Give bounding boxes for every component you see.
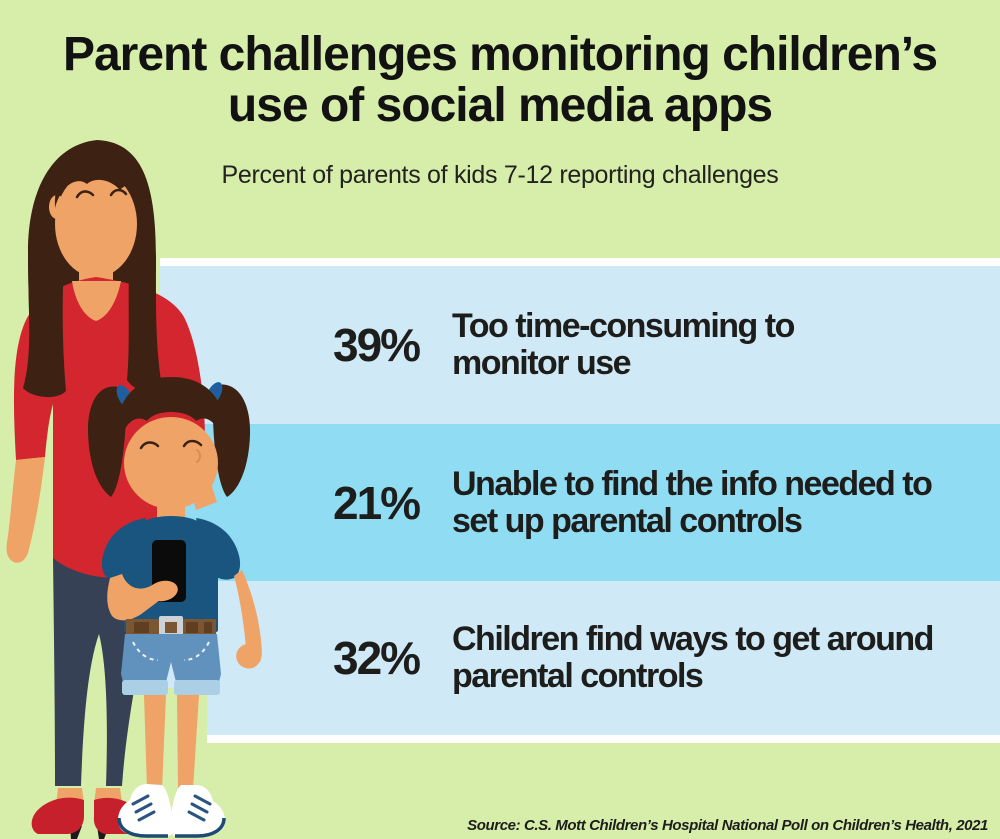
stat-row-unable-to-find-info: 21% Unable to find the info needed to se… — [160, 424, 1000, 581]
separator-bottom — [160, 735, 1000, 743]
stat-label-line2: parental controls — [452, 657, 704, 695]
stat-percent: 32% — [333, 632, 421, 684]
stat-label-line1: Unable to find the info needed to — [452, 464, 933, 503]
page-title-line1: Parent challenges monitoring children’s — [62, 28, 938, 81]
page-title: Parent challenges monitoring children’s … — [0, 29, 1000, 131]
mother-and-daughter-illustration — [0, 140, 262, 839]
girl-arm — [234, 570, 262, 666]
girl-leg — [144, 695, 166, 790]
stat-label-line2: set up parental controls — [452, 501, 803, 540]
girl-leg — [177, 695, 199, 790]
girl-nose — [196, 449, 201, 463]
mother-hair-fringe — [54, 149, 151, 210]
stat-label: Unable to find the info needed to set up… — [452, 464, 933, 540]
girl-hair-fringe — [114, 377, 228, 452]
source-attribution: Source: C.S. Mott Children’s Hospital Na… — [467, 817, 988, 834]
sneaker — [169, 785, 225, 836]
mother-closed-eye — [75, 190, 95, 199]
stat-row-time-consuming: 39% Too time-consuming to monitor use — [160, 266, 1000, 424]
stat-label: Children find ways to get around parenta… — [452, 620, 934, 695]
page-subtitle: Percent of parents of kids 7-12 reportin… — [221, 161, 779, 189]
girl-pigtail — [87, 386, 126, 497]
denim-shorts — [121, 634, 221, 686]
girl-closed-eye — [139, 441, 160, 450]
girl-closed-eye — [182, 439, 203, 448]
mother-heel-shoe — [31, 797, 84, 834]
separator-top — [160, 258, 1000, 266]
stat-label-line1: Too time-consuming to — [452, 307, 795, 345]
stat-percent: 21% — [333, 476, 421, 529]
stat-percent: 39% — [333, 319, 421, 371]
mother-closed-eye — [109, 188, 128, 197]
stat-label-line2: monitor use — [452, 344, 632, 382]
stat-label: Too time-consuming to monitor use — [452, 307, 795, 382]
sneaker — [118, 784, 174, 836]
stat-label-line1: Children find ways to get around — [452, 620, 934, 658]
page-title-line2: use of social media apps — [227, 79, 773, 132]
girl-hand — [236, 644, 260, 669]
girl-figure — [87, 377, 262, 838]
girl-arm-holding-phone — [107, 574, 160, 621]
mother-arm — [6, 457, 46, 563]
girl-hand — [148, 580, 178, 602]
girl-pigtail — [213, 384, 251, 497]
stat-row-children-get-around: 32% Children find ways to get around par… — [160, 581, 1000, 735]
